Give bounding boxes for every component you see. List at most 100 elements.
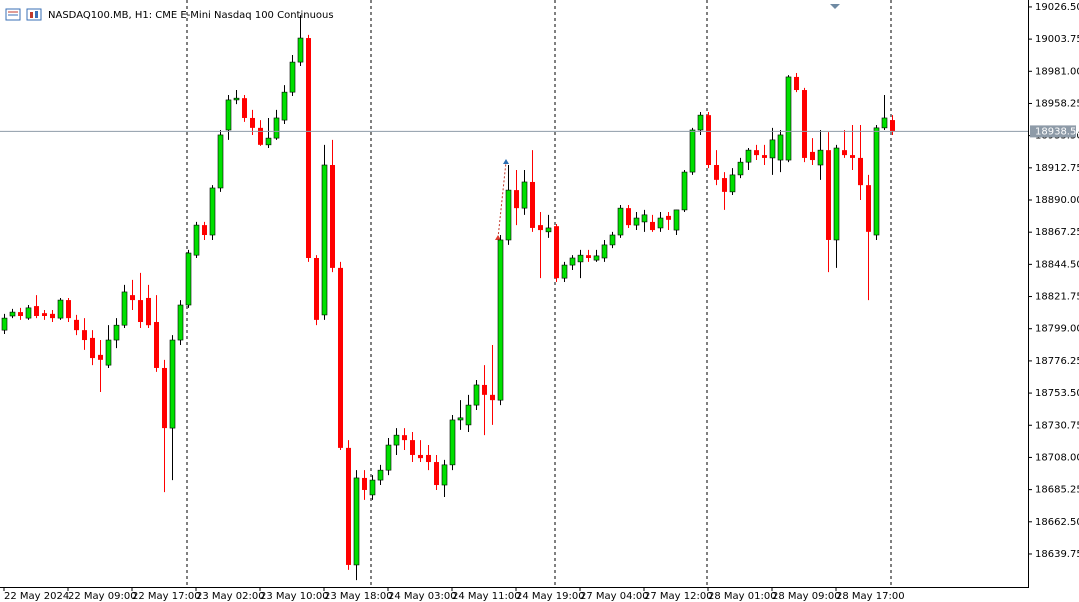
x-tick-label: 28 May 17:00 [836, 591, 905, 602]
y-tick-label: 18912.75 [1035, 163, 1079, 174]
candle-body [74, 319, 79, 331]
y-tick-label: 18662.50 [1035, 517, 1079, 528]
candle-body [410, 440, 415, 455]
y-tick-label: 18776.25 [1035, 356, 1079, 367]
candle-body [393, 434, 400, 446]
x-tick-label: 23 May 02:00 [196, 591, 265, 602]
x-tick-label: 24 May 19:00 [516, 591, 585, 602]
candle-body [697, 114, 704, 131]
candle-body [434, 462, 439, 486]
candle-body [233, 97, 240, 101]
candle-body [202, 225, 207, 236]
icon-bar [35, 11, 38, 18]
candle-body [497, 239, 504, 401]
candle-body [314, 257, 319, 320]
candle-body [242, 98, 247, 118]
candle-body [50, 313, 55, 319]
x-tick-label: 23 May 10:00 [260, 591, 329, 602]
icon[interactable] [26, 8, 42, 21]
candle-body [714, 164, 719, 180]
candle-body [530, 181, 535, 228]
candle-body [745, 149, 752, 163]
candle-body [362, 477, 367, 490]
candle-body [113, 324, 120, 341]
x-tick-label: 24 May 03:00 [388, 591, 457, 602]
candle-body [545, 227, 552, 233]
y-tick-label: 19003.75 [1035, 34, 1079, 45]
candle-body [250, 117, 255, 128]
chart-title: NASDAQ100.MB, H1: CME E-Mini Nasdaq 100 … [48, 10, 334, 21]
candle-body [769, 139, 776, 159]
shift-marker [830, 4, 840, 9]
x-tick-label: 22 May 17:00 [132, 591, 201, 602]
candle-body [577, 254, 584, 263]
candle-body [826, 150, 831, 240]
candle-body [617, 207, 624, 236]
candle-body [890, 120, 895, 132]
y-tick-label: 18753.50 [1035, 388, 1079, 399]
candle-body [657, 217, 664, 229]
candle-body [601, 244, 608, 259]
candle-body [561, 264, 568, 279]
candle-body [346, 447, 351, 565]
candle-body [626, 208, 631, 226]
candle-body [297, 37, 304, 63]
candle-body [281, 91, 288, 121]
trade-arrow [495, 235, 501, 240]
candle-body [633, 217, 640, 226]
candle-body [121, 291, 128, 326]
candle-body [90, 337, 95, 359]
candle-body [338, 267, 343, 448]
candle-body [810, 151, 815, 161]
candle-body [449, 419, 456, 466]
candle-body [353, 477, 360, 566]
candle-body [209, 187, 216, 236]
candle-body [330, 164, 335, 268]
candle-body [722, 178, 727, 192]
candle-body [162, 367, 167, 429]
x-tick-label: 28 May 01:00 [708, 591, 777, 602]
candle-body [521, 181, 528, 209]
y-tick-label: 18958.25 [1035, 98, 1079, 109]
candle-body [25, 307, 32, 319]
candle-body [265, 137, 272, 146]
candle-body [426, 454, 431, 463]
candle-body [146, 297, 151, 326]
candle-body [154, 322, 159, 368]
candles [1, 15, 895, 581]
x-tick-label: 22 May 2024 [4, 591, 69, 602]
candle-body [273, 117, 280, 139]
candle-body [641, 214, 648, 223]
candle-body [817, 149, 824, 166]
candle-body [457, 417, 464, 421]
candle-body [98, 354, 103, 360]
candle-body [505, 189, 512, 241]
x-tick-label: 23 May 18:00 [324, 591, 393, 602]
candle-body [850, 155, 855, 158]
candle-body [554, 226, 559, 279]
y-tick-label: 18844.50 [1035, 259, 1079, 270]
candle-body [193, 224, 200, 256]
candle-body [465, 404, 472, 426]
candle-body [729, 174, 736, 193]
candle-body [225, 99, 232, 131]
candle-body [737, 161, 744, 176]
candle-body [842, 150, 847, 156]
candle-body [306, 38, 311, 258]
candle-body [482, 384, 487, 395]
candle-body [258, 127, 263, 145]
candle-body [514, 190, 519, 209]
candle-body [9, 311, 16, 317]
candle-body [385, 444, 392, 471]
x-tick-label: 22 May 09:00 [68, 591, 137, 602]
candle-body [57, 299, 64, 319]
candle-body [593, 255, 600, 261]
candle-body [34, 306, 39, 316]
toolbar-icons [5, 8, 42, 21]
candle-body [82, 330, 87, 341]
candle-body [706, 115, 711, 165]
candle-body [473, 384, 480, 406]
